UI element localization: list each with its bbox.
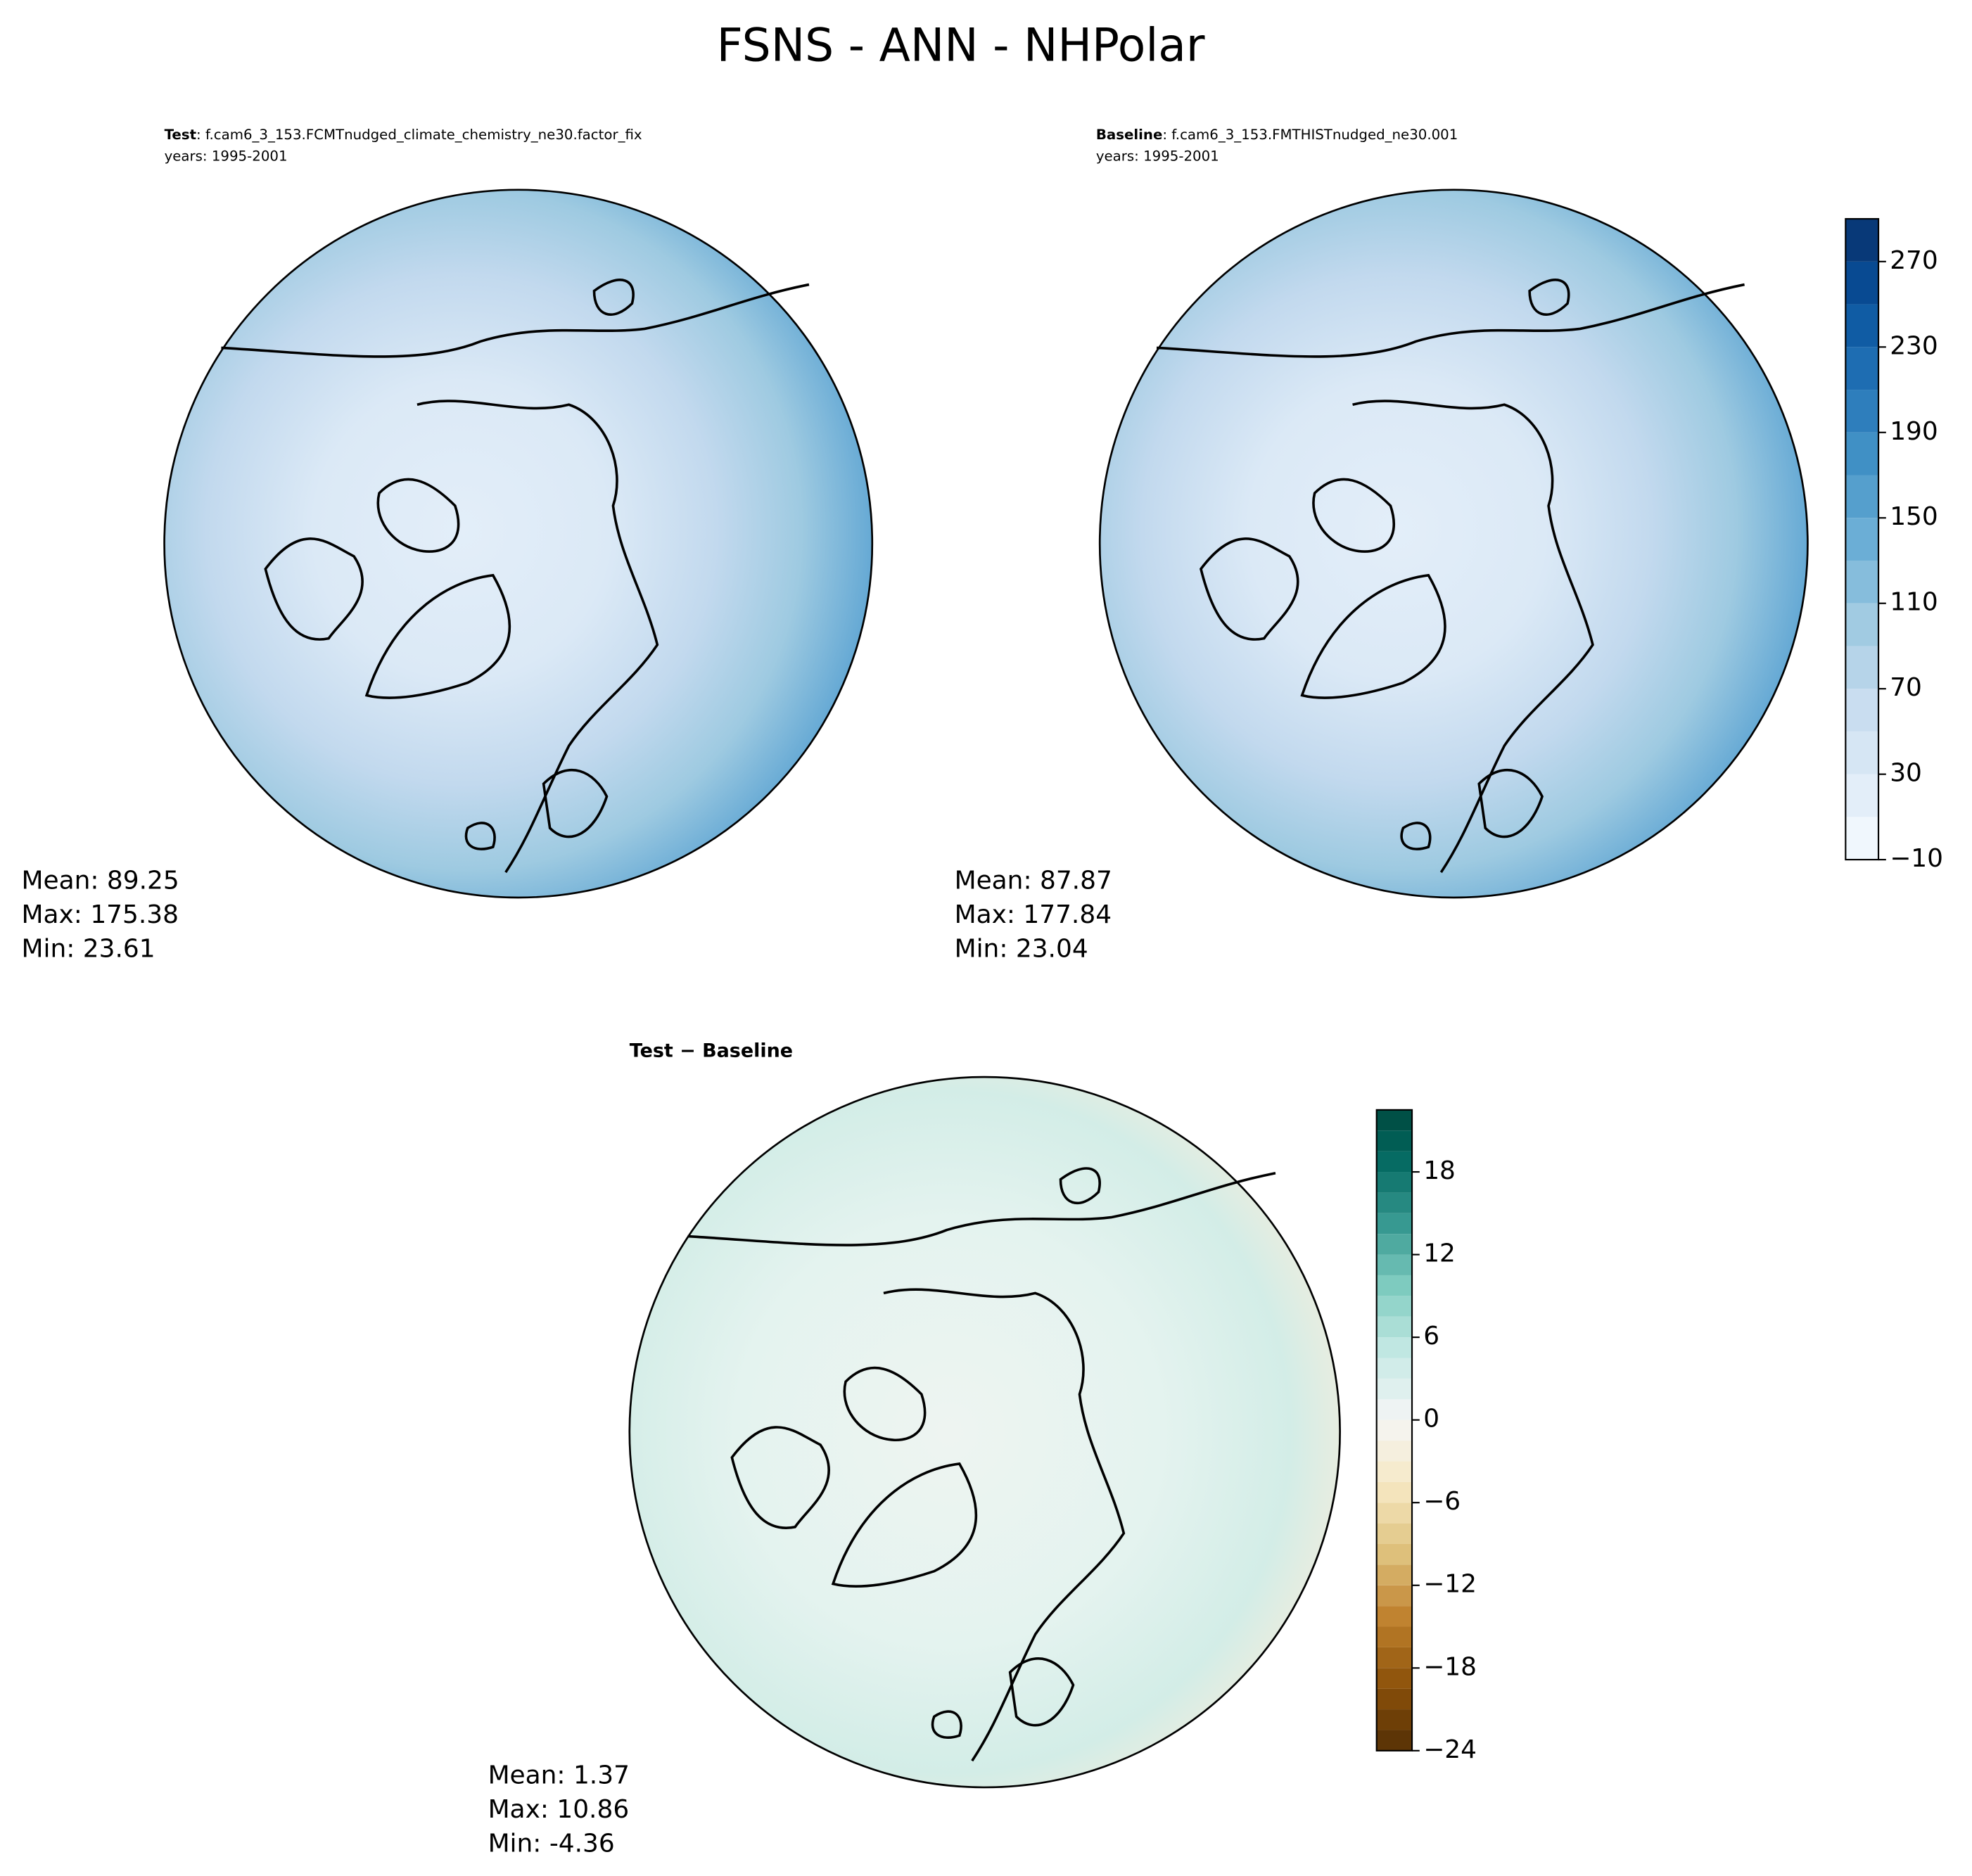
panel-stat: Max: 175.38 (22, 900, 179, 929)
colorbar-tick-label: −6 (1423, 1487, 1461, 1516)
colorbar-tick-label: 150 (1890, 502, 1938, 531)
map-boundary (628, 1076, 1341, 1789)
colorbar-tick-label: 110 (1890, 588, 1938, 617)
colorbar-band (1376, 1543, 1413, 1565)
colorbar-tick-label: 270 (1890, 246, 1938, 275)
panel-label-bold: Baseline (1096, 127, 1163, 143)
map-boundary (1098, 189, 1809, 899)
colorbar-tick-label: 6 (1423, 1322, 1439, 1351)
colorbar-band (1845, 432, 1879, 476)
colorbar-band (1376, 1481, 1413, 1503)
colorbar-tick-label: 70 (1890, 673, 1922, 702)
colorbar-band (1845, 347, 1879, 390)
panel-stat: Mean: 1.37 (488, 1761, 630, 1790)
map-field (629, 1077, 1340, 1787)
colorbar-band (1376, 1688, 1413, 1710)
colorbar-band (1845, 646, 1879, 689)
colorbar-band (1376, 1419, 1413, 1441)
colorbar-band (1376, 1399, 1413, 1420)
colorbar-band (1376, 1358, 1413, 1379)
panel-years: years: 1995-2001 (1096, 148, 1219, 164)
colorbar-band (1845, 774, 1879, 817)
colorbar-tick-label: −12 (1423, 1570, 1477, 1599)
colorbar-frame (1375, 1109, 1413, 1751)
panel-label-text: : f.cam6_3_153.FMTHISTnudged_ne30.001 (1162, 127, 1458, 143)
colorbar-band (1845, 390, 1879, 433)
colorbar-tick-label: 18 (1423, 1156, 1456, 1185)
panel-label: Baseline: f.cam6_3_153.FMTHISTnudged_ne3… (1096, 127, 1458, 143)
panel-stat: Min: -4.36 (488, 1830, 615, 1858)
map-boundary (163, 189, 874, 899)
colorbar-band (1376, 1130, 1413, 1151)
colorbar-band (1845, 560, 1879, 604)
colorbar-tick-label: 0 (1423, 1405, 1439, 1434)
colorbar-band (1376, 1192, 1413, 1213)
panel-stat: Max: 177.84 (955, 900, 1112, 929)
panel-stat: Min: 23.04 (955, 934, 1088, 963)
colorbar-band (1376, 1337, 1413, 1358)
colorbar-frame (1845, 218, 1880, 861)
colorbar-band (1376, 1668, 1413, 1689)
panel-label: Test − Baseline (630, 1040, 793, 1061)
colorbar-band (1845, 475, 1879, 518)
colorbar-band (1376, 1523, 1413, 1544)
panel-years: years: 1995-2001 (165, 148, 288, 164)
colorbar-band (1845, 603, 1879, 646)
colorbar-band (1376, 1151, 1413, 1173)
panel-label-bold: Test − Baseline (630, 1040, 793, 1061)
colorbar-band (1376, 1606, 1413, 1627)
colorbar-tick-label: −18 (1423, 1652, 1477, 1681)
colorbar-band (1376, 1172, 1413, 1193)
colorbar-band (1376, 1585, 1413, 1607)
colorbar-band (1376, 1502, 1413, 1524)
colorbar-band (1845, 817, 1879, 860)
panel-stat: Max: 10.86 (488, 1795, 630, 1824)
colorbar-band (1376, 1647, 1413, 1668)
panel-label: Test: f.cam6_3_153.FCMTnudged_climate_ch… (165, 127, 642, 143)
colorbar-tick-label: 30 (1890, 759, 1922, 788)
panel-stat: Mean: 89.25 (22, 866, 179, 895)
colorbar-band (1845, 731, 1879, 774)
colorbar-band (1376, 1441, 1413, 1462)
colorbar-band (1376, 1316, 1413, 1338)
colorbar-band (1845, 304, 1879, 347)
panel-stat: Min: 23.61 (22, 934, 155, 963)
colorbar-band (1376, 1213, 1413, 1234)
colorbar-band (1376, 1626, 1413, 1647)
panel-label-text: : f.cam6_3_153.FCMTnudged_climate_chemis… (196, 127, 642, 143)
colorbar-band (1845, 261, 1879, 305)
colorbar-tick-label: 190 (1890, 417, 1938, 446)
colorbar-band (1376, 1461, 1413, 1482)
colorbar-band (1845, 219, 1879, 262)
colorbar-tick-label: 230 (1890, 331, 1938, 360)
colorbar-band (1376, 1296, 1413, 1317)
map-field (1100, 189, 1808, 898)
colorbar-band (1376, 1730, 1413, 1751)
colorbar-band (1376, 1254, 1413, 1275)
colorbar-tick-label: −10 (1890, 844, 1943, 873)
figure-title: FSNS - ANN - NHPolar (717, 20, 1205, 72)
colorbar-band (1845, 518, 1879, 561)
colorbar-band (1376, 1564, 1413, 1585)
colorbar-band (1376, 1234, 1413, 1255)
colorbar-band (1376, 1709, 1413, 1730)
panel-label-bold: Test (165, 127, 196, 143)
colorbar-tick-label: 12 (1423, 1239, 1456, 1268)
map-field (164, 189, 872, 898)
colorbar-band (1845, 689, 1879, 732)
colorbar-tick-label: −24 (1423, 1735, 1477, 1764)
colorbar-band (1376, 1109, 1413, 1131)
colorbar-band (1376, 1275, 1413, 1296)
colorbar-band (1376, 1378, 1413, 1400)
panel-stat: Mean: 87.87 (955, 866, 1112, 895)
